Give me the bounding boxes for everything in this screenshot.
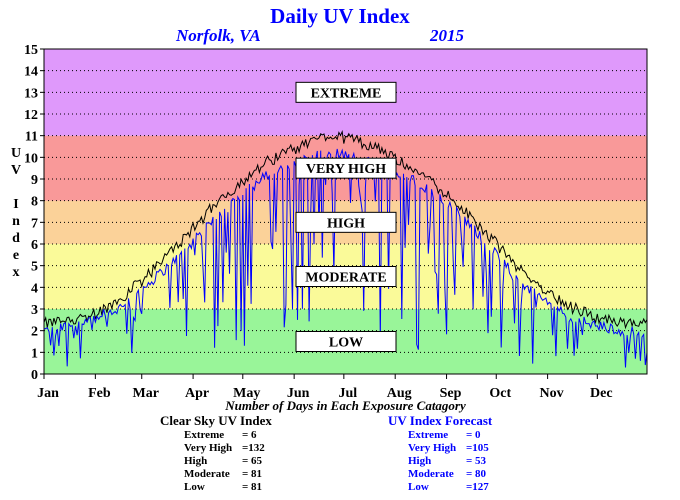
row-label: Moderate: [408, 468, 454, 480]
forecast-line: [43, 148, 648, 368]
month-label: Jan: [37, 386, 59, 401]
y-tick-label: 1: [31, 346, 38, 361]
forecast-table: Extreme = 0 Very High =105 High = 53 Modera…: [408, 429, 489, 494]
row-label: Moderate: [184, 468, 230, 480]
row-value: = 65: [242, 455, 263, 467]
table-row: Low =127: [408, 481, 489, 494]
row-label: High: [184, 455, 208, 467]
month-label: Oct: [489, 386, 511, 401]
row-value: =105: [466, 442, 489, 454]
month-label: Sep: [440, 386, 462, 401]
row-value: = 80: [466, 468, 487, 480]
y-tick-label: 4: [31, 281, 38, 296]
y-tick-label: 13: [24, 86, 38, 101]
series-lines: [43, 130, 648, 368]
month-label: May: [233, 386, 260, 401]
table-row: Extreme = 0: [408, 429, 489, 442]
row-label: Low: [408, 481, 429, 493]
month-label: Aug: [387, 386, 412, 401]
clear-sky-stats: Clear Sky UV Index Extreme = 6 Very High =…: [160, 413, 272, 494]
table-row: Moderate = 80: [408, 468, 489, 481]
y-tick-label: 8: [31, 195, 38, 210]
y-tick-label: 10: [24, 151, 38, 166]
row-value: = 81: [242, 468, 263, 480]
y-tick-label: 3: [31, 303, 38, 318]
y-title-letter: n: [12, 214, 20, 229]
label-box-very-high: [295, 157, 397, 179]
y-tick-label: 2: [31, 325, 38, 340]
row-label: Low: [184, 481, 205, 493]
label-high: HIGH: [327, 216, 365, 231]
y-tick-label: 7: [31, 216, 38, 231]
month-label: Mar: [133, 386, 159, 401]
month-label: Feb: [88, 386, 111, 401]
label-moderate: MODERATE: [305, 271, 386, 286]
month-label: Jul: [338, 386, 357, 401]
category-labels: EXTREME VERY HIGH HIGH MODERATE LOW: [295, 81, 397, 352]
y-title-letter: e: [12, 248, 20, 263]
table-row: High = 53: [408, 455, 489, 468]
y-title-letter: U: [10, 146, 22, 161]
month-label: Apr: [185, 386, 209, 401]
row-label: Extreme: [184, 429, 225, 441]
forecast-heading: UV Index Forecast: [388, 413, 493, 428]
y-tick-label: 6: [31, 238, 38, 253]
label-box-high: [295, 211, 397, 233]
label-box-low: [295, 331, 397, 352]
y-title-letter: x: [12, 265, 20, 280]
row-value: =132: [242, 442, 265, 454]
y-tick-label: 11: [25, 130, 38, 145]
y-title-letter: d: [12, 231, 20, 246]
row-label: High: [408, 455, 432, 467]
location-subtitle: Norfolk, VA: [176, 26, 261, 45]
y-tick-label: 15: [24, 43, 38, 58]
y-tick-label: 9: [31, 173, 38, 188]
month-label: Dec: [590, 386, 613, 401]
month-label: Nov: [540, 386, 564, 401]
clear-sky-table: Extreme = 6 Very High =132 High = 65 Modera…: [184, 429, 265, 494]
table-row: Low = 81: [184, 481, 265, 494]
chart-title: Daily UV Index: [270, 4, 410, 28]
table-row: Very High =105: [408, 442, 489, 455]
row-value: = 53: [466, 455, 487, 467]
row-label: Very High: [184, 442, 233, 454]
y-title-letter: I: [13, 197, 19, 212]
clear-sky-heading: Clear Sky UV Index: [160, 413, 272, 428]
label-box-extreme: [295, 81, 397, 103]
y-tick-label: 5: [31, 260, 38, 275]
label-box-moderate: [295, 266, 397, 287]
label-low: LOW: [329, 336, 363, 351]
y-tick-label: 12: [24, 108, 38, 123]
row-value: = 81: [242, 481, 263, 493]
forecast-stats: UV Index Forecast Extreme = 0 Very High =1…: [388, 413, 492, 494]
table-row: Moderate = 81: [184, 468, 265, 481]
y-tick-label: 14: [24, 65, 38, 80]
label-extreme: EXTREME: [311, 86, 382, 101]
row-label: Extreme: [408, 429, 449, 441]
plot-frame: [43, 48, 648, 375]
y-title-letter: V: [10, 163, 22, 178]
x-axis-caption: Number of Days in Each Exposure Catagory: [225, 398, 466, 413]
row-value: = 0: [466, 429, 481, 441]
clear-sky-line: [43, 130, 648, 330]
month-label: Jun: [287, 386, 310, 401]
year-subtitle: 2015: [430, 26, 464, 45]
label-very-high: VERY HIGH: [306, 162, 386, 177]
row-label: Very High: [408, 442, 457, 454]
row-value: =127: [466, 481, 489, 493]
table-row: Very High =132: [184, 442, 265, 455]
row-value: = 6: [242, 429, 257, 441]
y-title-gap: [8, 179, 24, 196]
y-tick-label: 0: [31, 368, 38, 383]
table-row: High = 65: [184, 455, 265, 468]
table-row: Extreme = 6: [184, 429, 265, 442]
